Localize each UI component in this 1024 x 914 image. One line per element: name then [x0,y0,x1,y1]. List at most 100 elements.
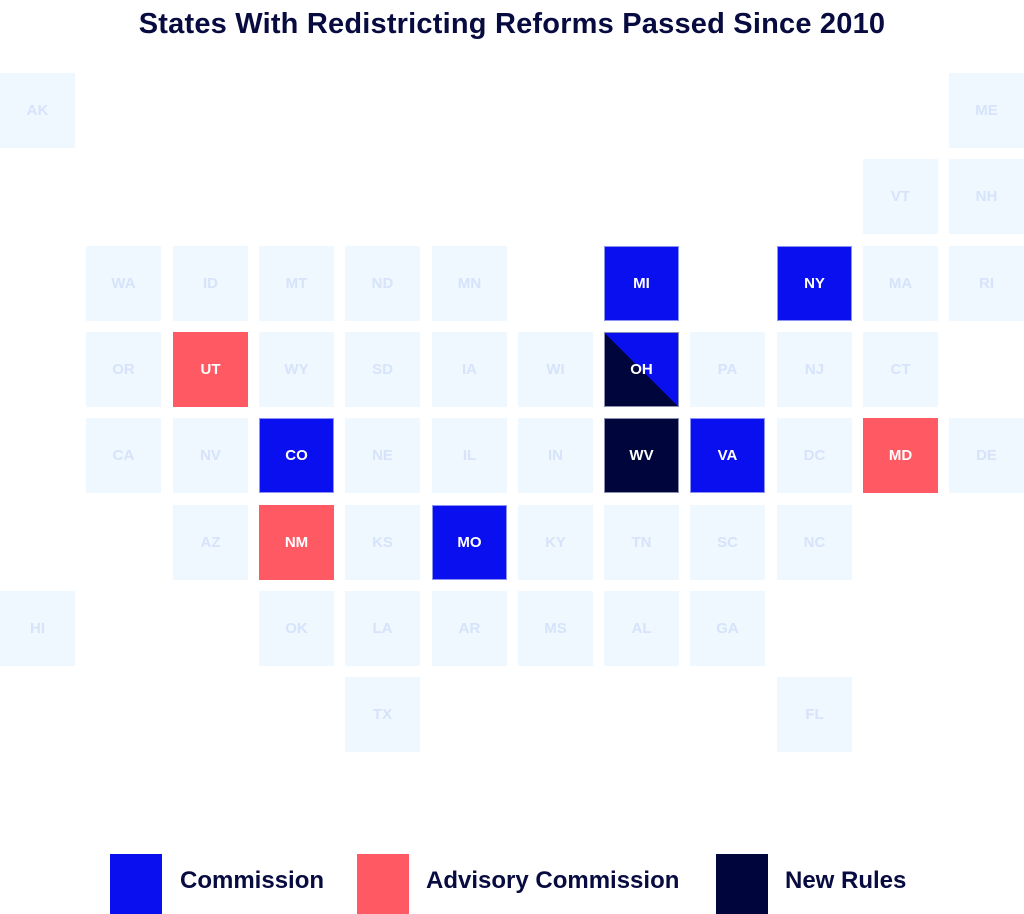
state-label: IL [462,447,477,464]
state-tile-mn: MN [432,246,507,321]
state-label: AK [26,102,49,119]
legend-label-newrules: New Rules [785,867,907,894]
state-label: KS [372,534,393,551]
state-tile-ar: AR [432,591,507,666]
state-label: WY [284,361,309,378]
state-tile-tx: TX [345,677,420,752]
state-label: ID [203,275,218,292]
state-tile-ga: GA [690,591,765,666]
state-label: GA [716,620,739,637]
state-label: ND [371,275,394,292]
state-label: AZ [200,534,221,551]
state-tile-md: MD [863,418,938,493]
state-label: UT [200,361,221,378]
state-label: TX [372,706,393,723]
state-label: RI [979,275,994,292]
state-label: NC [803,534,826,551]
state-tile-nv: NV [173,418,248,493]
state-tile-mo: MO [432,505,507,580]
state-tile-ky: KY [518,505,593,580]
state-label: CT [890,361,911,378]
state-tile-az: AZ [173,505,248,580]
state-label: MT [285,275,308,292]
state-tile-me: ME [949,73,1024,148]
state-label: NJ [804,361,825,378]
state-label: NY [804,275,825,292]
state-tile-ut: UT [173,332,248,407]
state-label: WV [629,447,654,464]
state-label: MA [888,275,913,292]
map-title: States With Redistricting Reforms Passed… [138,8,886,40]
state-tile-or: OR [86,332,161,407]
state-tile-nd: ND [345,246,420,321]
state-tile-vt: VT [863,159,938,234]
state-label: MO [457,534,482,551]
legend-swatch-advisory [357,854,409,914]
legend-swatch-commission [110,854,162,914]
state-tile-mt: MT [259,246,334,321]
state-tile-ks: KS [345,505,420,580]
state-label: MS [544,620,567,637]
state-tile-nc: NC [777,505,852,580]
state-label: MN [457,275,482,292]
state-label: MI [633,275,650,292]
state-label: ME [975,102,998,119]
state-tile-hi: HI [0,591,75,666]
state-tile-wv: WV [604,418,679,493]
state-label: AR [458,620,481,637]
state-tile-ri: RI [949,246,1024,321]
state-label: AL [631,620,652,637]
state-tile-ct: CT [863,332,938,407]
state-tile-il: IL [432,418,507,493]
state-label: WI [546,361,565,378]
legend-swatch-newrules [716,854,768,914]
state-tile-ca: CA [86,418,161,493]
state-tile-tn: TN [604,505,679,580]
state-tile-oh: OH [604,332,679,407]
state-tile-wy: WY [259,332,334,407]
state-tile-co: CO [259,418,334,493]
state-tile-wi: WI [518,332,593,407]
state-label: IA [462,361,477,378]
state-label: WA [111,275,136,292]
state-tile-al: AL [604,591,679,666]
state-tile-ok: OK [259,591,334,666]
state-tile-dc: DC [777,418,852,493]
state-label: NM [284,534,309,551]
state-label: OH [630,361,653,378]
state-label: VT [890,188,911,205]
state-label: KY [545,534,566,551]
state-tile-sc: SC [690,505,765,580]
state-tile-in: IN [518,418,593,493]
state-tile-va: VA [690,418,765,493]
state-tile-wa: WA [86,246,161,321]
state-tile-ny: NY [777,246,852,321]
state-tile-la: LA [345,591,420,666]
state-tile-fl: FL [777,677,852,752]
legend-label-advisory: Advisory Commission [426,867,680,894]
state-label: NH [975,188,998,205]
state-label: FL [805,706,824,723]
state-label: TN [631,534,652,551]
state-tile-mi: MI [604,246,679,321]
state-tile-nh: NH [949,159,1024,234]
state-label: NE [372,447,393,464]
state-tile-ia: IA [432,332,507,407]
state-label: VA [717,447,738,464]
state-label: OK [285,620,308,637]
state-tile-de: DE [949,418,1024,493]
state-label: IN [548,447,563,464]
state-label: HI [30,620,45,637]
state-label: SD [372,361,393,378]
state-tile-ma: MA [863,246,938,321]
state-tile-sd: SD [345,332,420,407]
state-label: DC [803,447,826,464]
state-tile-pa: PA [690,332,765,407]
legend-label-commission: Commission [180,867,325,894]
state-tile-nm: NM [259,505,334,580]
state-tile-ne: NE [345,418,420,493]
state-label: CA [112,447,135,464]
state-label: NV [200,447,221,464]
state-label: SC [717,534,738,551]
state-tile-id: ID [173,246,248,321]
